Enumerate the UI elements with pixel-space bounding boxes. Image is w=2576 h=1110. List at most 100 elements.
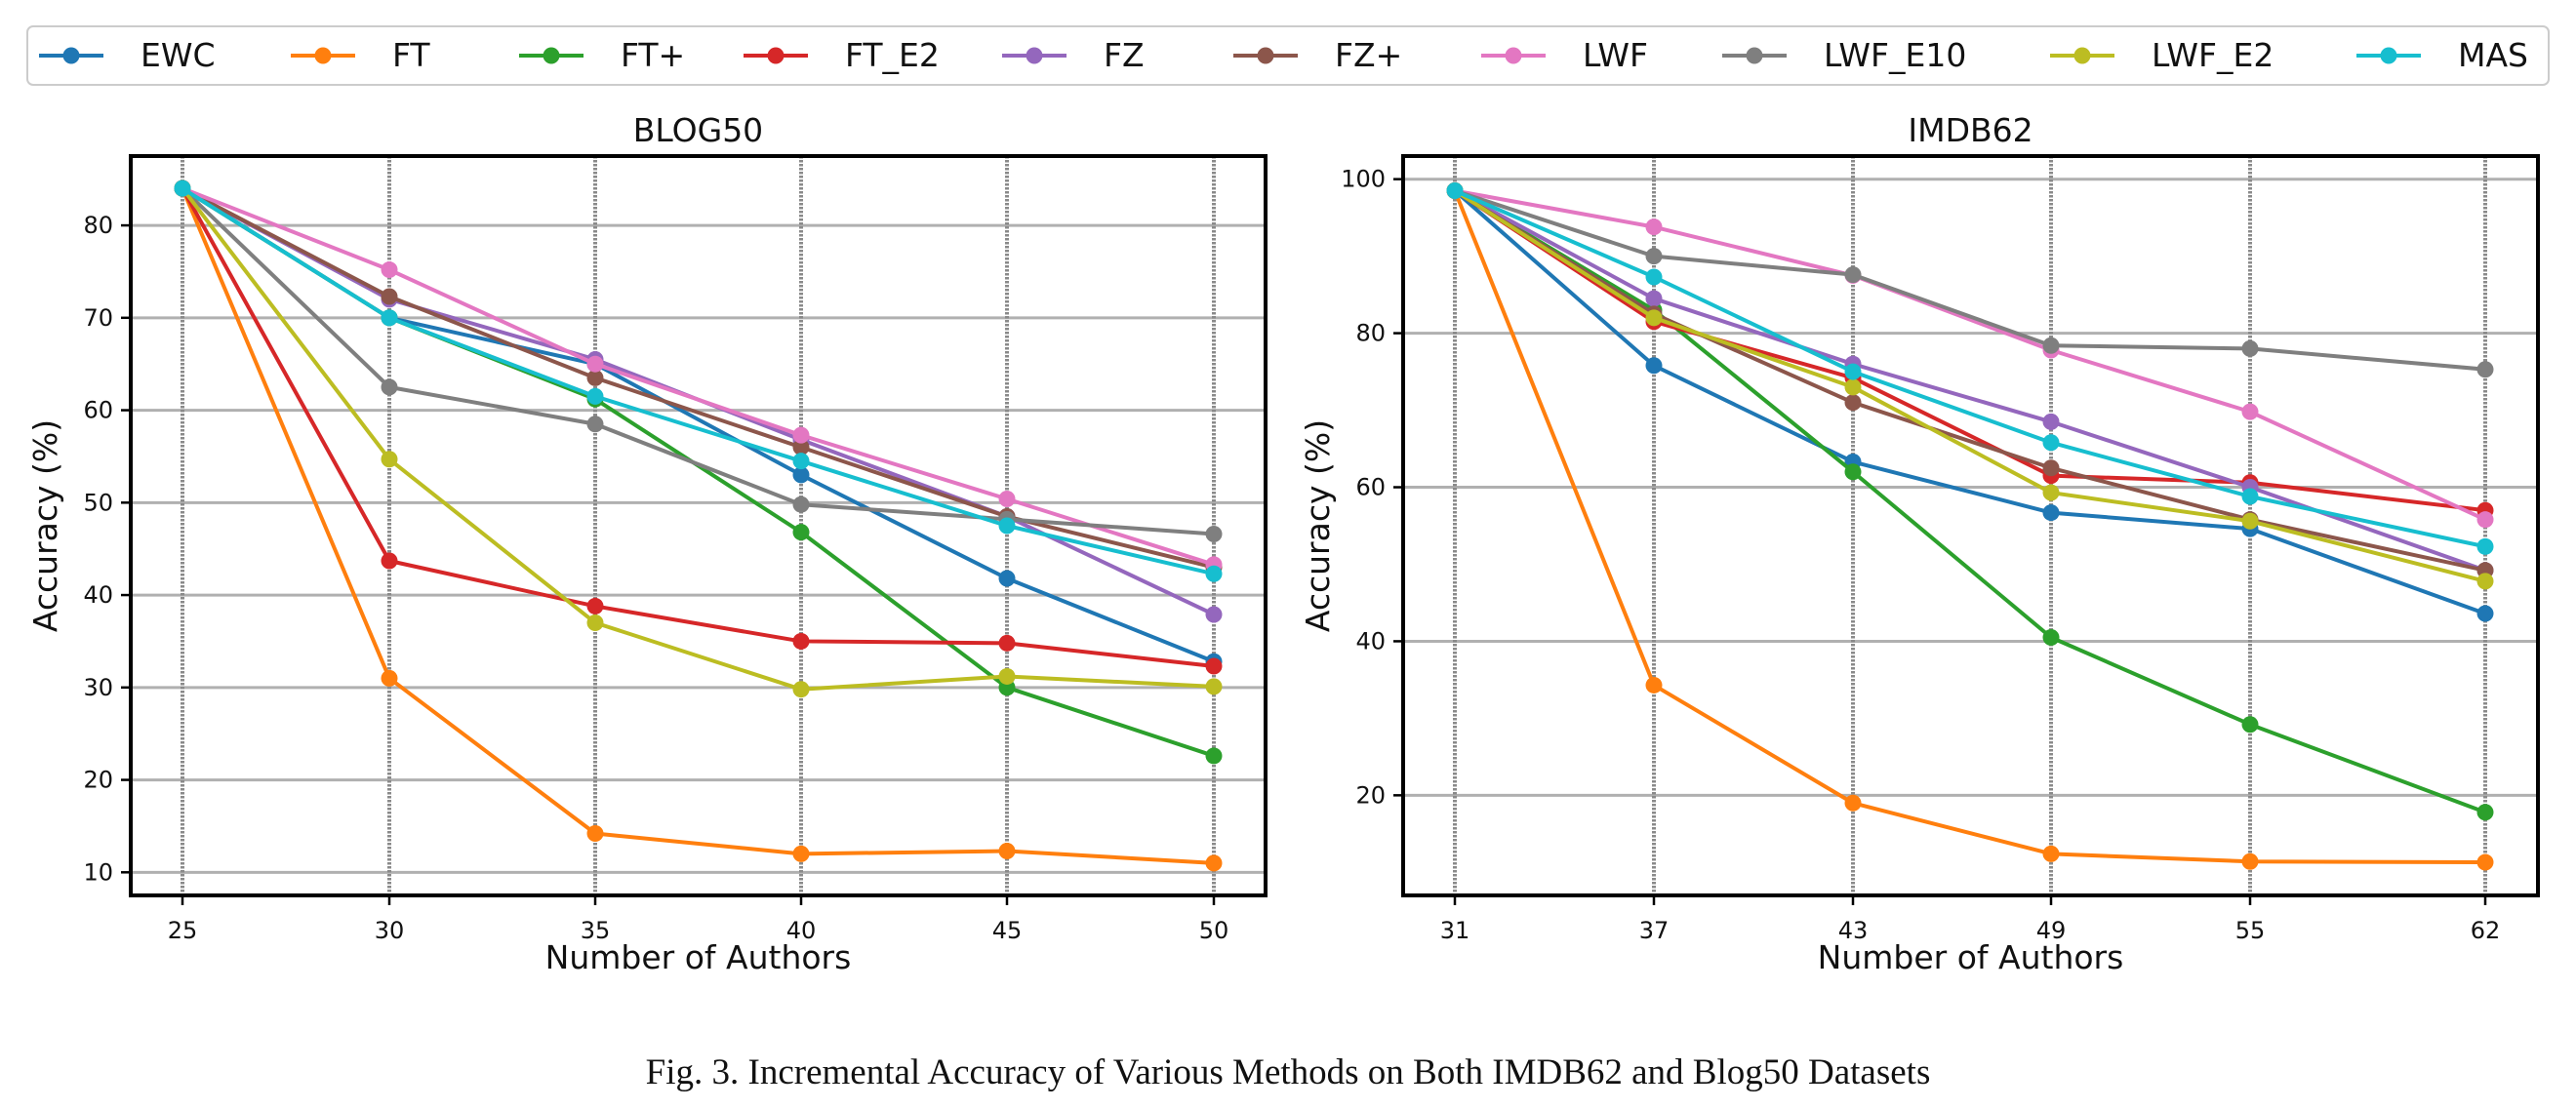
data-point-ft <box>2241 852 2259 870</box>
data-point-mas <box>381 309 398 327</box>
data-point-ft-e2 <box>586 597 604 614</box>
legend-swatch-marker <box>767 47 785 64</box>
y-tick-label: 40 <box>1355 627 1386 654</box>
legend-item-lwf: LWF <box>1481 36 1648 74</box>
data-point-ft-e2 <box>381 552 398 570</box>
legend: EWC FT FT+ FT_E2 FZ FZ+ LWF LWF_E10 LWF_E2 MAS <box>26 25 2550 86</box>
data-point-lwf <box>792 426 810 444</box>
data-point-lwf-e10 <box>2241 339 2259 357</box>
data-point-lwf-e10 <box>2042 337 2060 354</box>
x-tick-label: 55 <box>2235 917 2266 944</box>
x-axis-label: Number of Authors <box>1818 938 2124 976</box>
data-point-mas <box>2241 488 2259 505</box>
data-point-fz <box>1205 606 1223 623</box>
data-point-ewc <box>2476 605 2494 622</box>
data-point-ft-plus <box>1205 747 1223 765</box>
series-line-ft-e2 <box>181 187 1215 669</box>
axes-frame <box>129 154 1268 897</box>
data-point-ft <box>381 669 398 687</box>
data-point-ft-e2 <box>792 632 810 650</box>
y-axis-label: Accuracy (%) <box>26 419 64 632</box>
grid <box>131 156 1266 895</box>
data-point-ft <box>2042 845 2060 862</box>
series-line-lwf <box>1454 188 2486 522</box>
series-group <box>174 179 1223 872</box>
x-tick-label: 45 <box>992 917 1023 944</box>
data-point-fz <box>2042 413 2060 430</box>
data-point-mas <box>174 179 191 197</box>
legend-swatch-marker <box>1505 47 1522 64</box>
data-point-fz-plus <box>2042 459 2060 477</box>
series-mas <box>174 179 1223 582</box>
y-axis: 20 40 60 80 100 <box>1341 166 1403 809</box>
data-point-lwf-e2 <box>792 681 810 698</box>
y-tick-label: 60 <box>83 397 113 424</box>
data-point-mas <box>2042 434 2060 452</box>
series-fz <box>1446 182 2494 579</box>
data-point-lwf-e2 <box>1844 378 1862 396</box>
data-point-ft <box>792 845 810 862</box>
legend-item-fz-plus: FZ+ <box>1233 36 1402 74</box>
data-point-ft <box>1205 854 1223 872</box>
x-tick-label: 62 <box>2471 917 2501 944</box>
series-line-ft <box>181 187 1215 865</box>
legend-item-lwf-e2: LWF_E2 <box>2050 36 2274 74</box>
axes-frame <box>1401 154 2540 897</box>
chart-blog50: 10 20 30 40 50 60 70 80 25 30 35 40 45 50 BLOG50 Number… <box>26 111 1268 976</box>
y-tick-label: 100 <box>1341 166 1386 193</box>
data-point-lwf <box>998 491 1016 508</box>
data-point-lwf-e2 <box>381 451 398 468</box>
x-axis: 31 37 43 49 55 62 <box>1440 895 2501 944</box>
legend-label: FZ+ <box>1335 36 1402 74</box>
data-point-ft-e2 <box>998 634 1016 652</box>
data-point-mas <box>1645 268 1663 286</box>
series-lwf <box>174 179 1223 574</box>
y-tick-label: 40 <box>83 581 113 609</box>
y-tick-label: 30 <box>83 674 113 701</box>
legend-swatch-marker <box>2380 47 2397 64</box>
y-axis: 10 20 30 40 50 60 70 80 <box>83 212 131 886</box>
data-point-fz-plus <box>586 369 604 386</box>
data-point-fz <box>1645 290 1663 307</box>
legend-item-mas: MAS <box>2356 36 2528 74</box>
y-tick-label: 70 <box>83 304 113 332</box>
series-lwf-e10 <box>174 179 1223 543</box>
y-tick-label: 80 <box>1355 320 1386 347</box>
legend-swatch-marker <box>1026 47 1043 64</box>
data-point-lwf-e10 <box>381 378 398 396</box>
data-point-lwf-e10 <box>1645 248 1663 265</box>
data-point-ft <box>998 843 1016 860</box>
series-line-lwf-e10 <box>1454 188 2486 372</box>
x-tick-label: 30 <box>375 917 405 944</box>
series-ft-plus <box>1446 182 2494 821</box>
x-tick-label: 31 <box>1440 917 1470 944</box>
data-point-lwf-e2 <box>2042 484 2060 501</box>
data-point-ft-plus <box>2476 804 2494 821</box>
legend-swatch-marker <box>1257 47 1274 64</box>
series-line-ft-e2 <box>1453 188 2486 513</box>
data-point-ft-plus <box>792 524 810 541</box>
legend-label: MAS <box>2458 36 2528 74</box>
chart-title: IMDB62 <box>1908 111 2033 149</box>
data-point-lwf-e2 <box>998 667 1016 685</box>
data-point-ewc <box>792 466 810 484</box>
data-point-lwf-e2 <box>586 614 604 631</box>
data-point-mas <box>1446 182 1464 200</box>
data-point-lwf <box>586 355 604 373</box>
figure-caption: Fig. 3. Incremental Accuracy of Various … <box>645 1052 1931 1092</box>
data-point-lwf-e10 <box>1205 526 1223 543</box>
legend-item-ewc: EWC <box>39 36 216 74</box>
data-point-ft <box>1645 676 1663 694</box>
series-ft <box>174 179 1223 872</box>
y-tick-label: 60 <box>1355 474 1386 501</box>
data-point-ft-e2 <box>1205 657 1223 675</box>
data-point-lwf-e2 <box>2241 512 2259 530</box>
series-line-ft-plus <box>1453 188 2486 814</box>
series-line-fz-plus <box>1453 188 2486 573</box>
x-tick-label: 37 <box>1639 917 1670 944</box>
legend-label: EWC <box>141 36 216 74</box>
series-line-ewc <box>1453 189 2486 615</box>
data-point-lwf <box>2241 403 2259 420</box>
data-point-lwf-e10 <box>792 496 810 513</box>
